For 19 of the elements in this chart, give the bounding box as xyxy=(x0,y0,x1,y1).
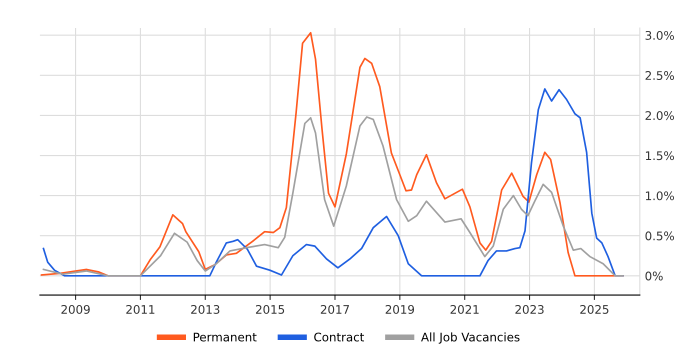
legend-label: Contract xyxy=(314,332,364,342)
y-tick-label: 1.0% xyxy=(646,191,674,200)
x-tick-label: 2011 xyxy=(126,304,154,314)
y-tick-label: 2.0% xyxy=(646,111,674,120)
legend-label: Permanent xyxy=(194,332,257,342)
x-tick-label: 2015 xyxy=(256,304,284,314)
x-tick-label: 2019 xyxy=(386,304,414,314)
x-tick-label: 2009 xyxy=(61,304,90,314)
y-tick-label: 1.5% xyxy=(646,151,674,160)
x-tick-label: 2025 xyxy=(580,304,608,314)
x-tick-label: 2013 xyxy=(191,304,220,314)
legend-label: All Job Vacancies xyxy=(421,332,520,344)
y-tick-label: 0% xyxy=(645,272,663,280)
y-tick-label: 2.5% xyxy=(646,71,674,80)
x-tick-label: 2017 xyxy=(320,304,349,314)
y-tick-label: 0.5% xyxy=(645,231,674,240)
x-tick-label: 2021 xyxy=(450,304,479,314)
x-tick-label: 2023 xyxy=(515,304,544,314)
y-tick-label: 3.0% xyxy=(646,30,674,40)
